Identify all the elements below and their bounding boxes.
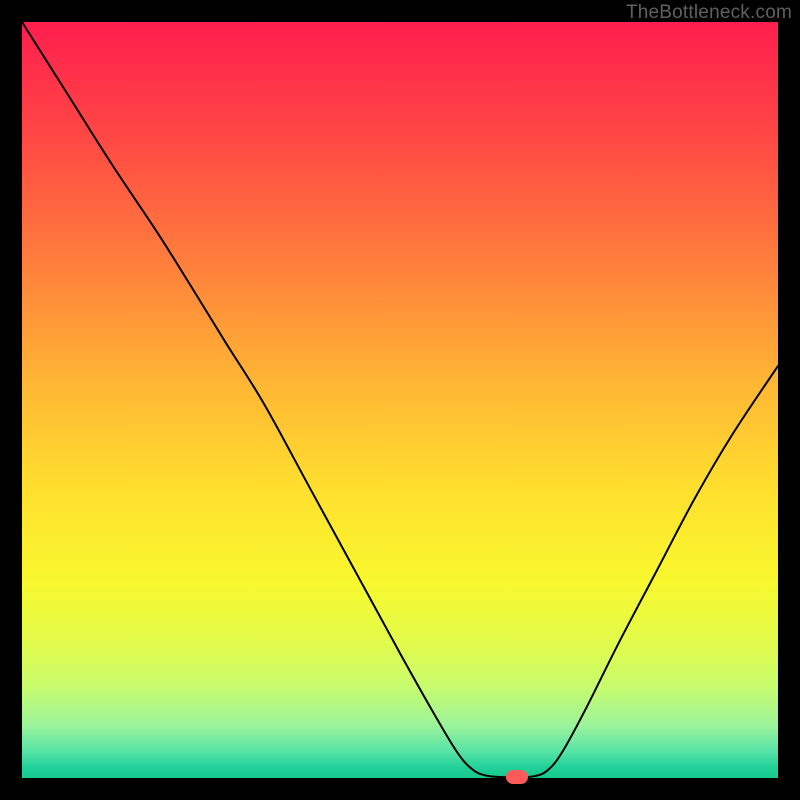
optimum-marker <box>506 770 528 784</box>
bottleneck-curve-chart <box>22 22 778 778</box>
gradient-background <box>22 22 778 778</box>
plot-area <box>22 22 778 778</box>
chart-frame: TheBottleneck.com <box>0 0 800 800</box>
watermark-text: TheBottleneck.com <box>626 2 792 24</box>
